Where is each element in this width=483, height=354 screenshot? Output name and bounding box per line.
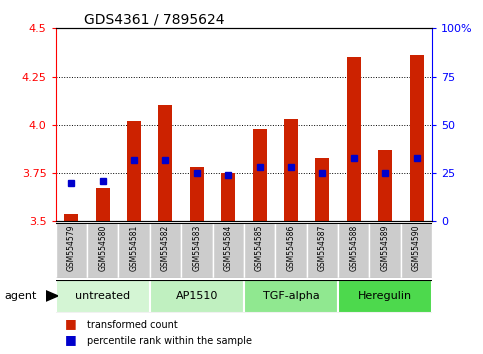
Bar [64,213,78,221]
Bar [127,121,141,221]
Bar [284,119,298,221]
Bar [378,150,392,221]
Text: ■: ■ [65,318,77,330]
Bar [244,223,275,278]
Bar [307,223,338,278]
Text: GSM554580: GSM554580 [98,225,107,271]
Bar [221,173,235,221]
Bar [87,223,118,278]
Text: GSM554579: GSM554579 [67,225,76,271]
Bar [338,280,432,313]
Polygon shape [46,291,58,301]
Bar [401,223,432,278]
Bar [253,129,267,221]
Text: GSM554585: GSM554585 [255,225,264,271]
Bar [275,223,307,278]
Text: TGF-alpha: TGF-alpha [263,291,319,302]
Text: GSM554584: GSM554584 [224,225,233,271]
Text: GSM554587: GSM554587 [318,225,327,271]
Bar [150,280,244,313]
Bar [181,223,213,278]
Text: untreated: untreated [75,291,130,302]
Bar [56,280,150,313]
Text: GSM554586: GSM554586 [286,225,296,271]
Text: GSM554582: GSM554582 [161,225,170,271]
Bar [118,223,150,278]
Text: GSM554583: GSM554583 [192,225,201,271]
Text: GDS4361 / 7895624: GDS4361 / 7895624 [85,12,225,27]
Bar [56,223,87,278]
Bar [96,188,110,221]
Bar [315,158,329,221]
Text: transformed count: transformed count [87,320,178,330]
Text: ■: ■ [65,333,77,346]
Text: agent: agent [5,291,37,301]
Bar [369,223,401,278]
Text: percentile rank within the sample: percentile rank within the sample [87,336,252,346]
Text: GSM554588: GSM554588 [349,225,358,271]
Text: Heregulin: Heregulin [358,291,412,302]
Bar [190,167,204,221]
Text: AP1510: AP1510 [176,291,218,302]
Text: GSM554590: GSM554590 [412,225,421,271]
Bar [410,55,424,221]
Bar [347,57,361,221]
Bar [213,223,244,278]
Bar [338,223,369,278]
Bar [150,223,181,278]
Bar [158,105,172,221]
Text: GSM554581: GSM554581 [129,225,139,271]
Bar [244,280,338,313]
Text: GSM554589: GSM554589 [381,225,390,271]
